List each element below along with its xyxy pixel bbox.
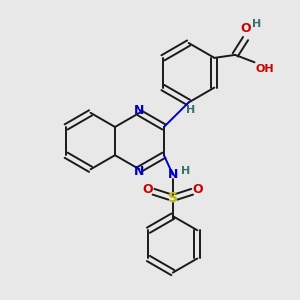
Text: OH: OH bbox=[256, 64, 274, 74]
Text: O: O bbox=[241, 22, 251, 35]
Text: O: O bbox=[143, 183, 154, 196]
Text: H: H bbox=[186, 105, 195, 115]
Text: N: N bbox=[134, 165, 144, 178]
Text: H: H bbox=[252, 19, 262, 29]
Text: N: N bbox=[168, 168, 178, 181]
Text: O: O bbox=[192, 183, 203, 196]
Text: S: S bbox=[168, 191, 178, 205]
Text: H: H bbox=[181, 166, 190, 176]
Text: N: N bbox=[134, 104, 144, 117]
